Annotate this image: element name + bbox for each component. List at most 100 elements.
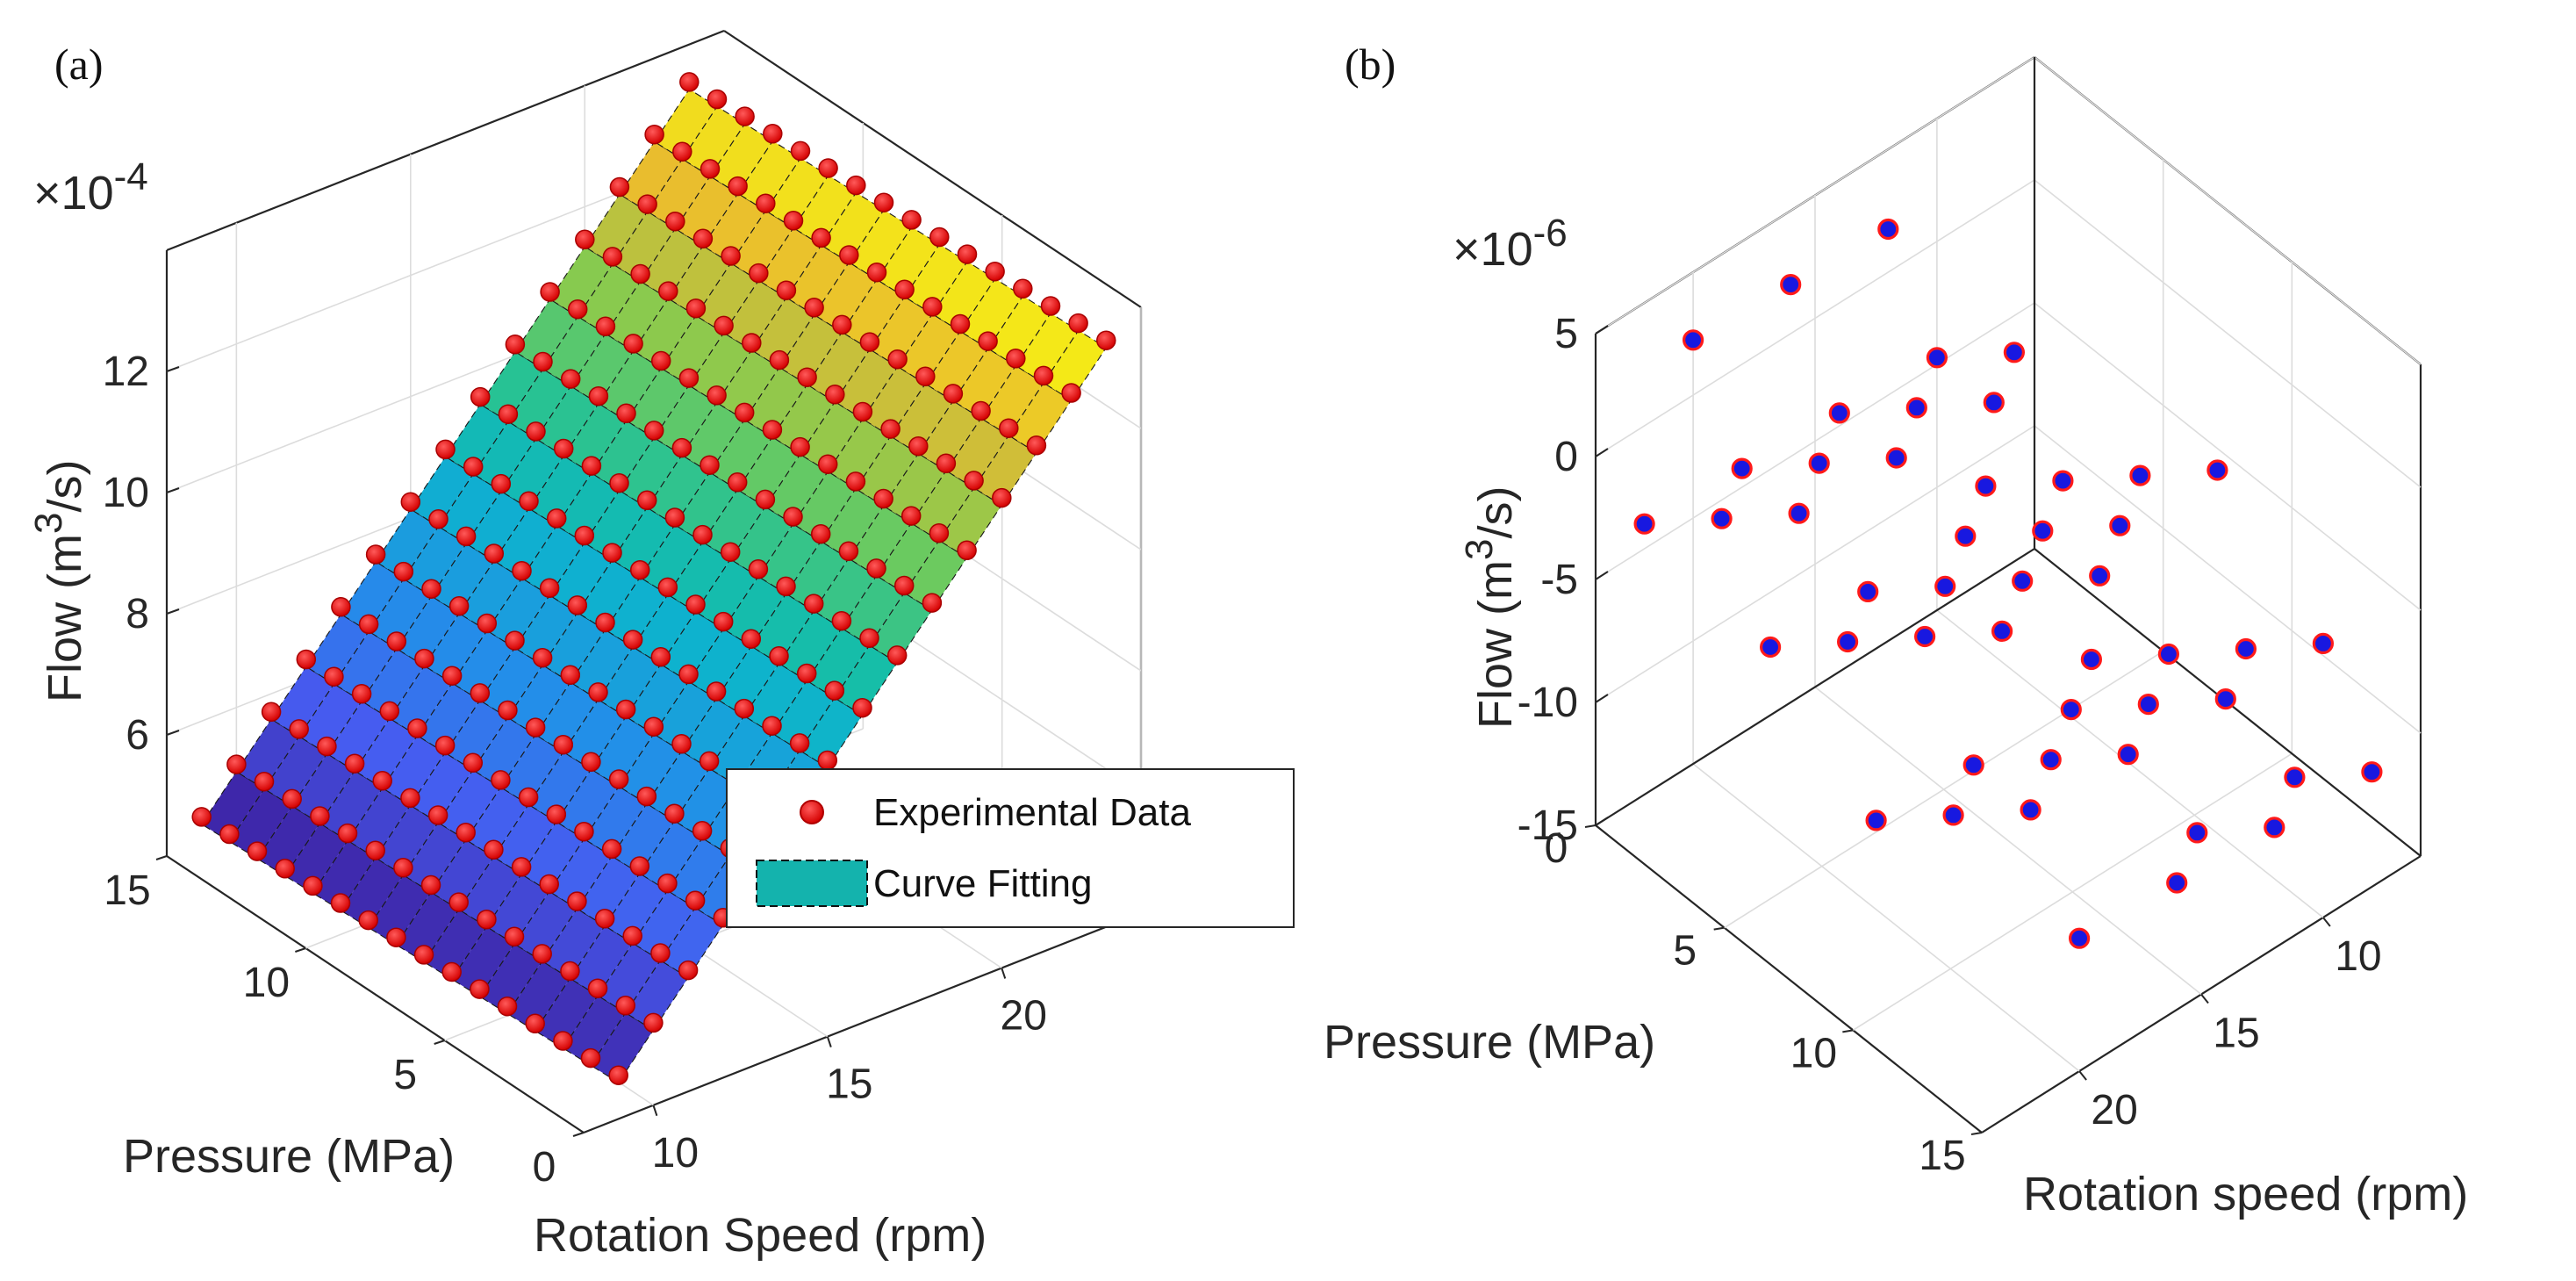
x-tick-b [1842, 1029, 1854, 1033]
experimental-data-point [470, 979, 490, 999]
y-tick-a [826, 1036, 832, 1047]
experimental-data-point [379, 701, 400, 722]
experimental-data-point [567, 299, 588, 320]
experimental-data-point [386, 631, 407, 651]
experimental-data-point [692, 524, 713, 545]
experimental-data-point [658, 281, 678, 301]
experimental-data-point [971, 400, 991, 421]
experimental-data-point [657, 873, 678, 894]
grid-b [1595, 56, 2422, 1072]
experimental-data-point [1013, 278, 1033, 299]
z-tick-b [1595, 325, 1609, 335]
residual-data-point [2003, 342, 2025, 363]
experimental-data-point [873, 488, 893, 509]
residual-data-point [2109, 515, 2131, 536]
experimental-data-point [735, 106, 755, 126]
residual-data-point [2040, 749, 2062, 771]
legend-a: Experimental Data Curve Fitting [726, 768, 1295, 928]
experimental-data-point [247, 841, 268, 861]
experimental-data-point [817, 454, 838, 474]
experimental-data-point [728, 176, 748, 197]
experimental-data-point [553, 734, 574, 755]
experimental-data-point [491, 770, 511, 790]
experimental-data-point [859, 628, 879, 649]
experimental-data-point [400, 788, 420, 809]
residual-data-point [1682, 329, 1704, 351]
experimental-data-point [477, 613, 498, 634]
experimental-data-point [1096, 330, 1116, 350]
grid-line-b [1852, 752, 2293, 1032]
experimental-data-point [553, 438, 574, 459]
experimental-data-point [769, 349, 790, 371]
experimental-data-point [434, 735, 456, 756]
z-tick-label-b: -15 [1518, 802, 1578, 849]
experimental-data-point [282, 788, 302, 810]
grid-line-b [2034, 56, 2422, 365]
experimental-data-point [448, 596, 470, 616]
experimental-data-point [595, 316, 616, 337]
experimental-data-point [776, 280, 797, 300]
experimental-data-point [741, 629, 762, 649]
x-tick-label-a: 15 [104, 867, 150, 914]
z-tick-label-b: -5 [1540, 557, 1578, 603]
grid-line-b [1595, 425, 2035, 703]
grid-line-b [2034, 179, 2422, 488]
grid-line-b [1814, 686, 2202, 996]
experimental-data-point [456, 822, 476, 843]
experimental-data-point [692, 821, 713, 841]
experimental-data-point [540, 282, 560, 302]
experimental-data-point [685, 594, 706, 615]
experimental-data-point [477, 909, 497, 930]
experimental-data-point [783, 507, 803, 527]
zlabel-b: Flow (m3/s) [1458, 486, 1522, 729]
experimental-data-point [1061, 383, 1081, 403]
experimental-data-point [622, 630, 643, 650]
experimental-data-point [804, 298, 824, 318]
x-tick-b [1713, 926, 1725, 931]
z-tick-label-a: 10 [103, 470, 149, 516]
experimental-data-point [505, 335, 526, 355]
experimental-data-point [533, 351, 553, 372]
experimental-data-point [615, 699, 636, 720]
experimental-data-point [553, 1031, 573, 1051]
experimental-data-point [393, 858, 413, 878]
y-tick-label-b: 15 [2213, 1011, 2259, 1057]
z-tick-a [166, 366, 180, 372]
experimental-data-point [664, 507, 685, 528]
experimental-data-point [317, 736, 337, 757]
experimental-data-point [880, 419, 901, 439]
experimental-data-point [866, 558, 886, 579]
y-tick-label-b: 10 [2335, 933, 2381, 980]
experimental-data-point [498, 700, 518, 721]
points-b [1633, 218, 2383, 949]
grid-line-b [1595, 302, 2035, 580]
x-tick-label-b: 10 [1790, 1030, 1837, 1076]
grid-line-b [1595, 56, 2035, 335]
experimental-data-point [448, 892, 469, 912]
experimental-data-point [526, 421, 546, 442]
z-exponent-b: ×10-6 [1453, 212, 1568, 276]
experimental-data-point [852, 401, 873, 422]
axis-line-b-pressure-bottom [1595, 824, 1983, 1133]
experimental-data-point [720, 542, 741, 562]
experimental-data-point [700, 159, 721, 179]
experimental-data-point [505, 630, 525, 651]
residual-data-point [1962, 754, 1984, 776]
experimental-data-point [532, 944, 552, 964]
residual-data-point [2032, 520, 2054, 542]
experimental-data-point [713, 611, 734, 632]
experimental-data-point [873, 192, 894, 212]
experimental-data-point [636, 786, 657, 807]
experimental-data-point [922, 297, 943, 317]
ticks-a: 0 5 10 15 10 15 20 6 8 10 12 [103, 349, 1047, 1191]
residual-data-point [1828, 402, 1850, 424]
experimental-data-point [832, 314, 852, 335]
experimental-data-point [539, 578, 560, 599]
experimental-data-point [629, 856, 650, 876]
experimental-data-point [393, 561, 414, 582]
y-tick-a [652, 1105, 658, 1117]
experimental-data-point [831, 610, 852, 631]
experimental-data-point [310, 806, 330, 826]
experimental-data-point [636, 490, 657, 511]
